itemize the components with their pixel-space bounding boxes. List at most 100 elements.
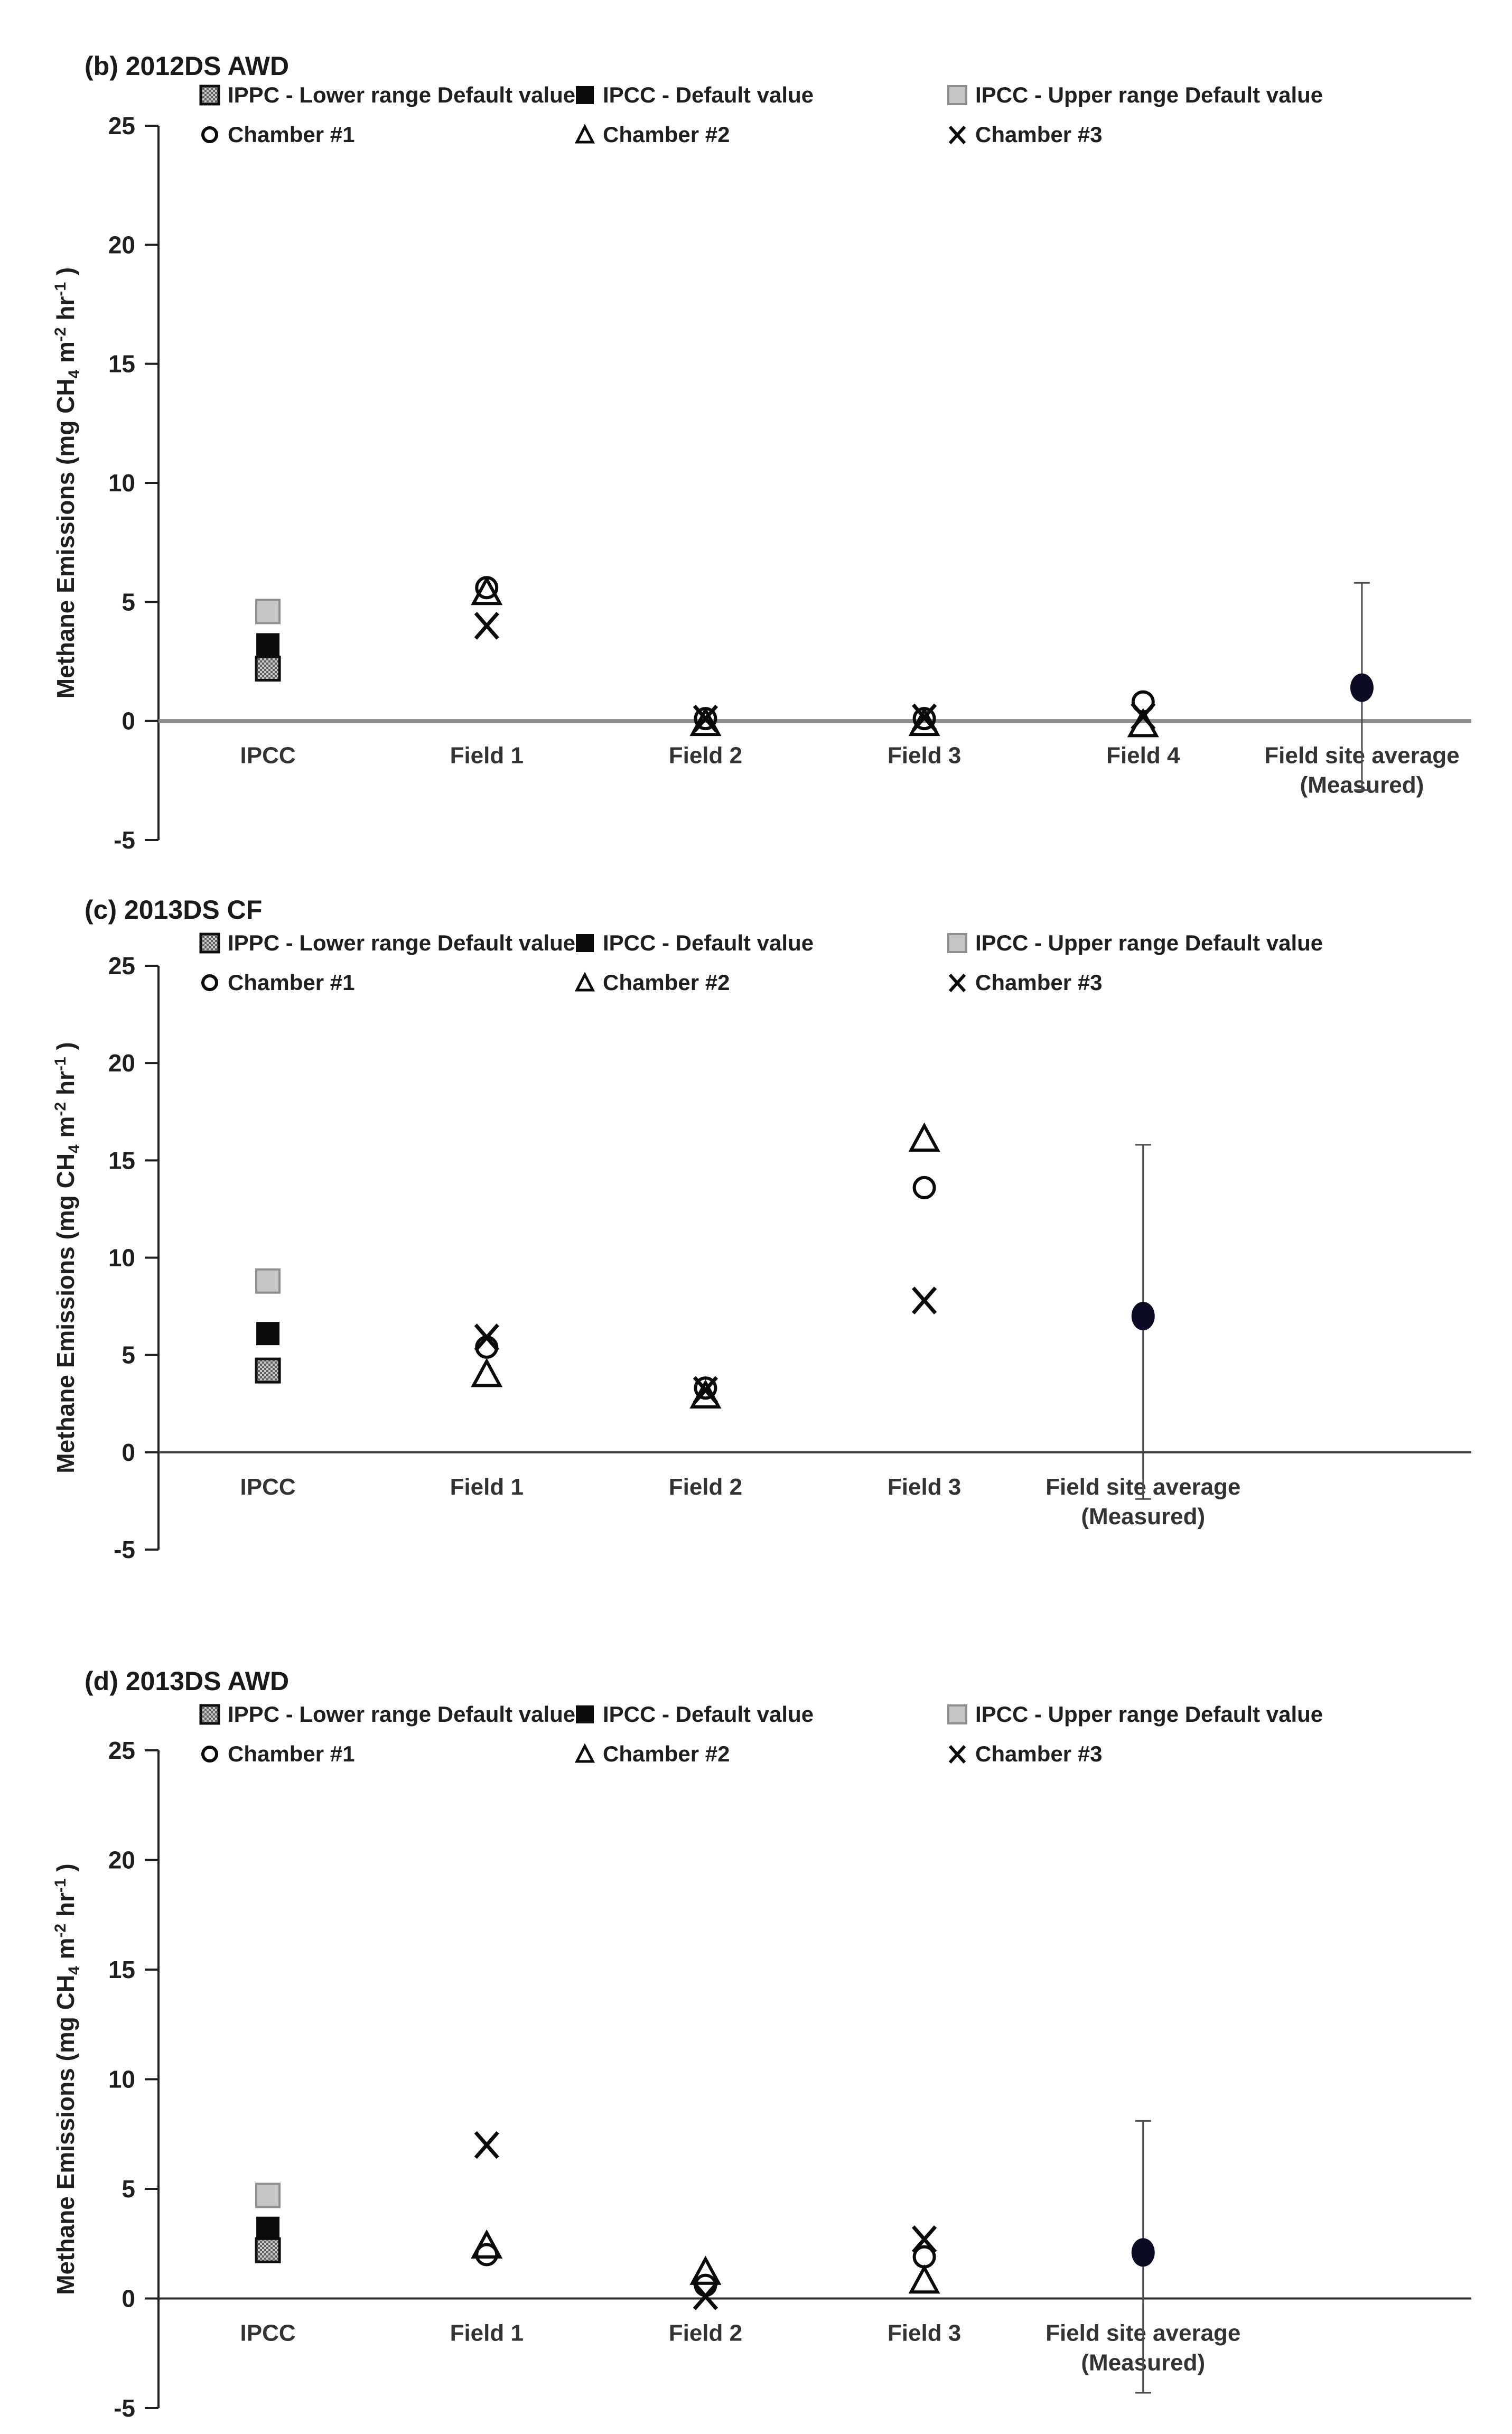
plot-svg: 25 20 15 10 5 0 -5 Methane Emissions (mg CH4 m-… [52, 1737, 1471, 2422]
legend-label: IPPC - Lower range Default value [228, 930, 576, 955]
legend-item-chamber-2: Chamber #2 [573, 970, 730, 995]
legend-label: Chamber #2 [603, 1741, 730, 1766]
x-cross-icon [946, 1742, 969, 1766]
circle-open-icon [198, 123, 221, 146]
triangle-open-icon [573, 1742, 596, 1766]
legend-label: Chamber #3 [975, 970, 1103, 995]
svg-text:10: 10 [108, 469, 135, 497]
legend-label: IPCC - Upper range Default value [975, 82, 1323, 107]
legend: IPPC - Lower range Default value IPCC - … [0, 884, 1512, 1021]
data-markers [255, 576, 1374, 738]
square-gray-icon [946, 931, 969, 955]
svg-text:0: 0 [122, 2285, 135, 2312]
legend-label: IPPC - Lower range Default value [228, 1702, 576, 1727]
plot-area-c: 25 20 15 10 5 0 -5 Methane Emissions (mg CH4 m-… [0, 884, 1512, 1571]
legend: IPPC - Lower range Default value IPCC - … [0, 1655, 1512, 1793]
svg-text:Field 3: Field 3 [888, 743, 961, 769]
legend-item-chamber-1: Chamber #1 [198, 970, 354, 995]
chart-title: (b) 2012DS AWD [85, 51, 290, 81]
plot-area-b: 25 20 15 10 5 0 -5 Methane Emissions (mg CH4 m-… [0, 20, 1512, 871]
legend-label: Chamber #3 [975, 1741, 1103, 1766]
legend-label: Chamber #1 [228, 970, 355, 995]
svg-text:5: 5 [122, 588, 135, 616]
svg-text:-5: -5 [114, 2394, 135, 2422]
square-black-icon [573, 1703, 596, 1726]
svg-text:-5: -5 [114, 826, 135, 854]
data-markers [255, 1122, 1155, 1409]
chart-title: (c) 2013DS CF [85, 895, 263, 925]
legend-label: Chamber #2 [603, 122, 730, 147]
circle-open-icon [198, 1742, 221, 1766]
svg-text:5: 5 [122, 2175, 135, 2203]
data-markers [255, 2131, 1155, 2310]
legend-label: Chamber #2 [603, 970, 730, 995]
svg-text:20: 20 [108, 231, 135, 258]
svg-text:15: 15 [108, 1956, 135, 1983]
legend: IPPC - Lower range Default value IPCC - … [0, 20, 1512, 157]
square-hatched-icon [198, 931, 221, 955]
legend-item-ipcc-default: IPCC - Default value [573, 82, 814, 108]
svg-text:25: 25 [108, 1737, 135, 1764]
svg-text:IPCC: IPCC [240, 743, 296, 769]
svg-text:10: 10 [108, 2066, 135, 2093]
legend-item-ipcc-upper: IPCC - Upper range Default value [946, 1702, 1323, 1727]
svg-text:25: 25 [108, 952, 135, 980]
category-labels: IPCC Field 1 Field 2 Field 3 Field 4 Field si… [240, 743, 1460, 798]
chart-panel-d: (d) 2013DS AWD IPPC - Lower range Defaul… [0, 1655, 1512, 2434]
svg-text:Field 3: Field 3 [888, 1474, 961, 1500]
square-black-icon [573, 83, 596, 107]
svg-text:IPCC: IPCC [240, 2320, 296, 2346]
legend-item-ipcc-lower: IPPC - Lower range Default value [198, 82, 575, 108]
legend-label: IPCC - Default value [603, 1702, 814, 1727]
x-cross-icon [946, 123, 969, 146]
svg-text:0: 0 [122, 707, 135, 735]
svg-text:Field 1: Field 1 [450, 1474, 524, 1500]
y-axis-label: Methane Emissions (mg CH4 m-2 hr-1 ) [52, 267, 83, 698]
legend-label: IPCC - Default value [603, 930, 814, 955]
legend-item-ipcc-lower: IPPC - Lower range Default value [198, 1702, 575, 1727]
legend-item-ipcc-upper: IPCC - Upper range Default value [946, 930, 1323, 956]
svg-text:15: 15 [108, 1146, 135, 1174]
svg-text:Field 3: Field 3 [888, 2320, 961, 2346]
y-axis: 25 20 15 10 5 0 -5 [108, 1737, 160, 2422]
legend-label: IPCC - Upper range Default value [975, 930, 1323, 955]
y-axis-label: Methane Emissions (mg CH4 m-2 hr-1 ) [52, 1863, 83, 2295]
category-labels: IPCC Field 1 Field 2 Field 3 Field site aver… [240, 2320, 1241, 2376]
chart-panel-b: (b) 2012DS AWD IPPC - Lower range Defaul… [0, 20, 1512, 871]
legend-label: Chamber #1 [228, 1741, 355, 1766]
svg-text:20: 20 [108, 1847, 135, 1874]
legend-item-chamber-1: Chamber #1 [198, 122, 354, 147]
svg-text:20: 20 [108, 1049, 135, 1077]
category-labels: IPCC Field 1 Field 2 Field 3 Field site aver… [240, 1474, 1241, 1530]
chart-title: (d) 2013DS AWD [85, 1666, 290, 1696]
plot-area-d: 25 20 15 10 5 0 -5 Methane Emissions (mg CH4 m-… [0, 1655, 1512, 2434]
legend-label: IPCC - Upper range Default value [975, 1702, 1323, 1727]
y-axis: 25 20 15 10 5 0 -5 [108, 112, 160, 854]
legend-item-ipcc-lower: IPPC - Lower range Default value [198, 930, 575, 956]
x-cross-icon [946, 971, 969, 994]
legend-item-ipcc-default: IPCC - Default value [573, 930, 814, 956]
svg-text:Field 2: Field 2 [669, 743, 742, 769]
y-axis-label: Methane Emissions (mg CH4 m-2 hr-1 ) [52, 1042, 83, 1473]
legend-label: Chamber #1 [228, 122, 355, 147]
svg-text:25: 25 [108, 112, 135, 139]
legend-item-chamber-1: Chamber #1 [198, 1741, 354, 1767]
svg-text:IPCC: IPCC [240, 1474, 296, 1500]
legend-item-chamber-2: Chamber #2 [573, 1741, 730, 1767]
svg-text:-5: -5 [114, 1536, 135, 1563]
svg-text:0: 0 [122, 1439, 135, 1466]
svg-text:5: 5 [122, 1341, 135, 1369]
svg-text:15: 15 [108, 350, 135, 378]
svg-text:Field 2: Field 2 [669, 2320, 742, 2346]
legend-item-chamber-3: Chamber #3 [946, 122, 1102, 147]
y-axis: 25 20 15 10 5 0 -5 [108, 952, 160, 1563]
triangle-open-icon [573, 971, 596, 994]
legend-label: Chamber #3 [975, 122, 1103, 147]
legend-item-ipcc-upper: IPCC - Upper range Default value [946, 82, 1323, 108]
chart-panel-c: (c) 2013DS CF IPPC - Lower range Default… [0, 884, 1512, 1571]
legend-item-chamber-3: Chamber #3 [946, 1741, 1102, 1767]
square-gray-icon [946, 83, 969, 107]
legend-item-chamber-2: Chamber #2 [573, 122, 730, 147]
square-hatched-icon [198, 83, 221, 107]
